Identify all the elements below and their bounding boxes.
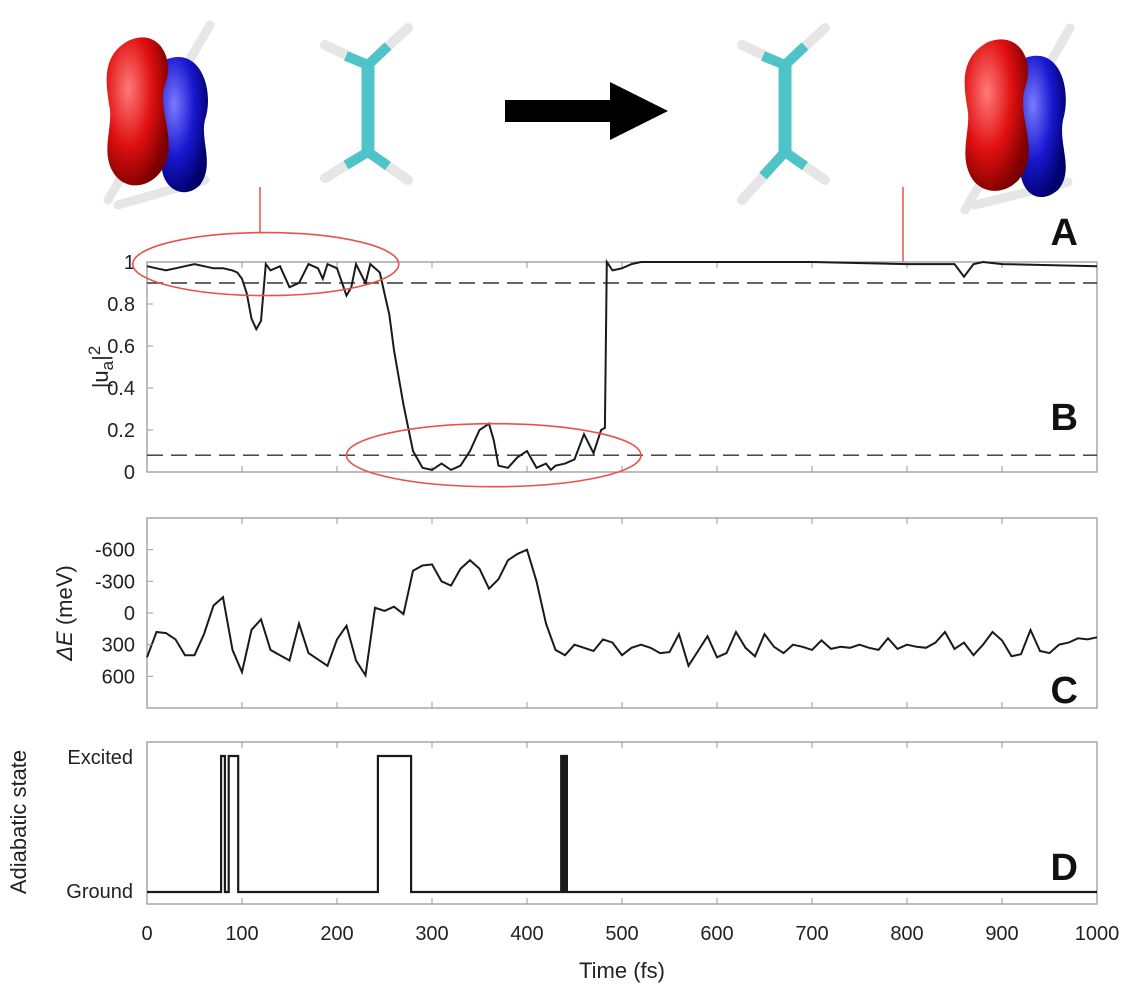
panel-d-frame (146, 741, 1098, 905)
xtick-label: 1000 (1075, 923, 1120, 945)
orbital-isosurface-icon (960, 23, 1075, 215)
ytick-label-excited: Excited (67, 747, 133, 769)
ytick-label: 0.8 (107, 294, 135, 316)
xtick-label: 900 (985, 923, 1018, 945)
ytick-label: 0.6 (107, 336, 135, 358)
ylabel-symbol: ΔE (52, 631, 77, 662)
xtick-label: 800 (890, 923, 923, 945)
ytick-label: 600 (102, 666, 135, 688)
panel-b-y-axis-label: |ua|2 (85, 346, 117, 389)
panel-d-y-axis-label: Adiabatic state (6, 750, 31, 894)
ytick-label: 0 (124, 462, 135, 484)
arrow-right-icon (505, 82, 668, 140)
panel-c-y-tick-labels: -600 -300 0 300 600 (95, 540, 153, 688)
series-line-population (146, 258, 1098, 472)
panel-d: Excited Ground Adiabatic state 0 100 200 30… (6, 741, 1119, 983)
ytick-label: 300 (102, 635, 135, 657)
x-tick-labels: 0 100 200 300 400 500 600 700 800 900 1000 (141, 923, 1119, 945)
xtick-label: 600 (700, 923, 733, 945)
xtick-label: 0 (141, 923, 152, 945)
ethylene-molecule-icon (320, 23, 413, 185)
x-axis-label: Time (fs) (579, 958, 665, 983)
panel-b: 0 0.2 0.4 0.6 0.8 1 |ua|2 (85, 231, 1098, 488)
panel-c-y-axis-label: ΔE (meV) (52, 565, 77, 661)
ethylene-molecule-icon (737, 23, 830, 205)
ylabel-superscript: 2 (85, 346, 104, 355)
ytick-label: 1 (124, 252, 135, 274)
panel-b-y-tick-labels: 0 0.2 0.4 0.6 0.8 1 (107, 252, 153, 484)
highlight-ellipse-middle (345, 422, 642, 488)
xtick-label: 200 (320, 923, 353, 945)
panel-label-c: C (1051, 670, 1078, 712)
panel-a-illustration (103, 20, 1075, 215)
panel-label-d: D (1051, 847, 1078, 889)
series-line-adiabatic-state (147, 754, 1097, 894)
series-line-energy-gap (146, 548, 1098, 679)
ylabel-post: | (88, 355, 113, 361)
xtick-label: 100 (225, 923, 258, 945)
ytick-label-ground: Ground (66, 881, 133, 903)
panel-d-x-ticks (146, 742, 1098, 904)
xtick-label: 400 (510, 923, 543, 945)
ylabel-unit: (meV) (52, 565, 77, 625)
xtick-label: 300 (415, 923, 448, 945)
ytick-label: 0.4 (107, 378, 135, 400)
panel-c-x-ticks (146, 518, 1098, 708)
ytick-label: -300 (95, 571, 135, 593)
highlight-ellipse-early (131, 231, 400, 297)
panel-label-b: B (1051, 397, 1078, 439)
ytick-label: -600 (95, 540, 135, 562)
ytick-label: 0.2 (107, 420, 135, 442)
ytick-label: 0 (124, 603, 135, 625)
panel-c: -600 -300 0 300 600 ΔE (meV) (52, 517, 1098, 709)
ylabel-subscript: a (98, 360, 117, 370)
panel-b-frame (146, 261, 1098, 473)
panel-label-a: A (1051, 212, 1078, 254)
xtick-label: 500 (605, 923, 638, 945)
panel-c-frame (146, 517, 1098, 709)
xtick-label: 700 (795, 923, 828, 945)
orbital-isosurface-icon (103, 20, 215, 210)
ylabel-main: |u (88, 370, 113, 388)
